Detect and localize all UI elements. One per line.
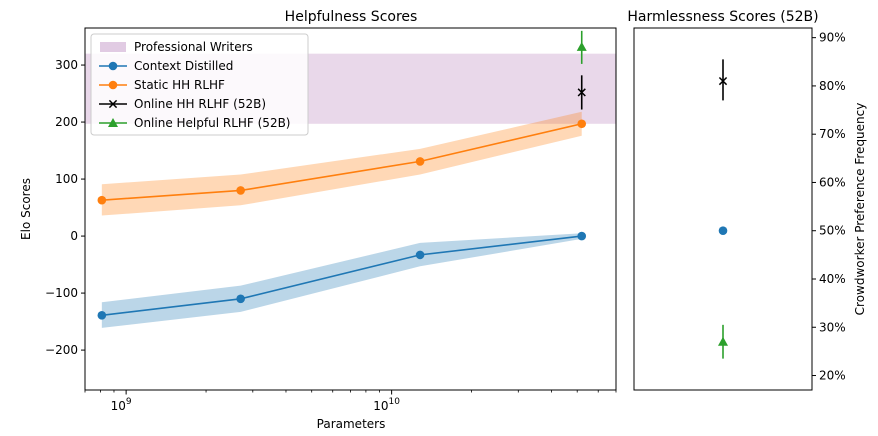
- right-y-tick-label: 90%: [819, 31, 846, 45]
- harmlessness-panel: Harmlessness Scores (52B) 90% 80% 70% 60% 50…: [627, 9, 867, 391]
- preference-y-axis: 90% 80% 70% 60% 50% 40% 30% 20%: [812, 31, 846, 383]
- right-y-tick-label: 30%: [819, 320, 846, 334]
- online-helpful-rlhf-52b-harm-point: [718, 336, 728, 346]
- right-y-tick-label: 70%: [819, 127, 846, 141]
- online-helpful-rlhf-52b-point: [576, 41, 587, 51]
- static-hh-rlhf-ci-band: [101, 111, 582, 216]
- y-tick-label: 100: [55, 172, 78, 186]
- legend-marker-online-hh-rlhf-52b: [108, 99, 118, 109]
- context-distilled-point: [577, 231, 587, 241]
- y-tick-label: 300: [55, 58, 78, 72]
- static-hh-rlhf-point: [97, 195, 107, 205]
- right-y-tick-label: 80%: [819, 79, 846, 93]
- legend-swatch-professional-writers: [100, 42, 126, 52]
- harmlessness-title: Harmlessness Scores (52B): [627, 9, 818, 25]
- x-tick-exponent: 9: [126, 397, 132, 407]
- elo-y-axis: 300 200 100 0 −100 −200: [45, 58, 85, 357]
- online-hh-rlhf-52b-harm-point: [718, 76, 728, 86]
- legend-marker-context-distilled: [108, 61, 118, 71]
- legend-label-online-hh-rlhf: Online HH RLHF (52B): [134, 97, 266, 111]
- helpfulness-panel: Helpfulness Scores 300 200 100 0 −100 −200 10…: [19, 9, 617, 431]
- legend: Professional Writers Context Distilled S…: [90, 33, 309, 136]
- y-tick-label: −200: [45, 343, 78, 357]
- legend-label-context-distilled: Context Distilled: [134, 59, 233, 73]
- harmlessness-markers: [718, 59, 728, 359]
- static-hh-rlhf-point: [415, 157, 425, 166]
- helpfulness-title: Helpfulness Scores: [285, 9, 418, 25]
- legend-label-static-hh-rlhf: Static HH RLHF: [134, 78, 225, 92]
- legend-swatches: [99, 42, 127, 127]
- static-hh-rlhf-line: [101, 122, 582, 201]
- context-distilled-harm-point: [718, 226, 728, 236]
- y-tick-label: 200: [55, 115, 78, 129]
- series-markers: [97, 41, 587, 320]
- x-axis-label: Parameters: [317, 417, 386, 431]
- right-y-tick-label: 40%: [819, 272, 846, 286]
- context-distilled-point: [97, 311, 107, 320]
- x-tick-exponent: 10: [389, 397, 401, 407]
- context-distilled-point: [415, 250, 425, 260]
- x-tick-label: 109: [111, 397, 132, 413]
- right-y-tick-label: 60%: [819, 175, 846, 189]
- legend-label-professional-writers: Professional Writers: [134, 40, 253, 54]
- x-tick-label: 1010: [373, 397, 400, 413]
- context-distilled-line: [101, 235, 582, 317]
- harmlessness-plot-frame: [633, 27, 813, 391]
- context-distilled-point: [236, 294, 245, 304]
- context-distilled-ci-band: [101, 233, 582, 328]
- legend-box: [90, 33, 309, 136]
- static-hh-rlhf-point: [577, 119, 587, 129]
- right-y-tick-label: 50%: [819, 224, 846, 238]
- right-y-tick-label: 20%: [819, 369, 846, 383]
- y-tick-label: 0: [70, 229, 78, 243]
- parameters-x-axis: 109 1010: [84, 390, 617, 413]
- y-tick-label: −100: [45, 286, 78, 300]
- right-y-axis-label: Crowdworker Preference Frequency: [853, 103, 867, 316]
- y-axis-label: Elo Scores: [19, 178, 33, 240]
- legend-label-online-helpful-rlhf: Online Helpful RLHF (52B): [134, 116, 291, 130]
- static-hh-rlhf-point: [236, 186, 245, 195]
- confidence-bands: [101, 111, 582, 328]
- online-hh-rlhf-52b-point: [577, 88, 586, 97]
- legend-marker-static-hh-rlhf: [108, 80, 118, 90]
- legend-marker-online-helpful-rlhf-52b: [108, 118, 118, 127]
